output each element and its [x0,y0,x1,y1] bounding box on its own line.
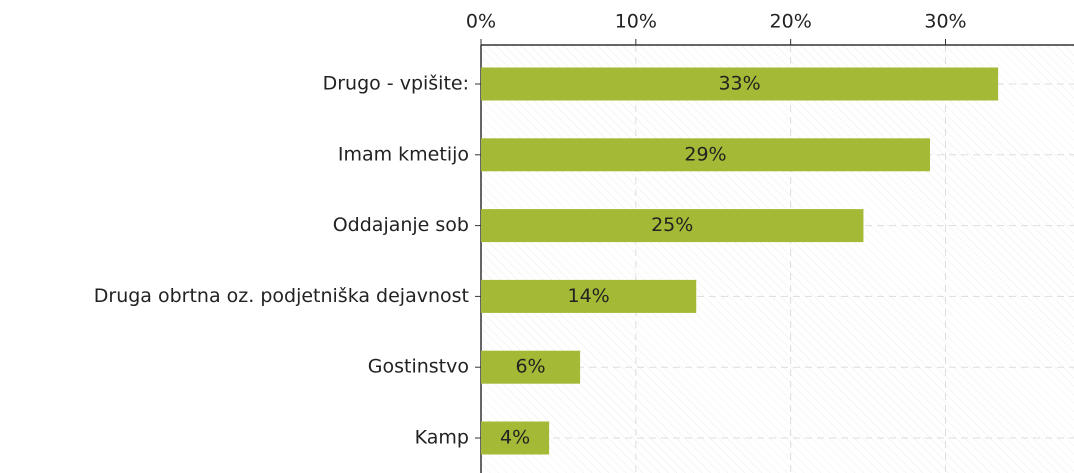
y-tick-label: Drugo - vpišite: [323,73,469,95]
x-tick-label: 10% [615,11,657,33]
x-tick-label: 30% [924,11,966,33]
plot-background [481,45,1074,473]
bar [481,350,581,384]
y-tick-label: Druga obrtna oz. podjetniška dejavnost [94,285,469,307]
y-tick-label: Kamp [415,427,469,449]
bar [481,421,550,455]
bar [481,67,999,101]
y-tick-label: Gostinstvo [368,356,469,378]
x-tick-label: 0% [466,11,496,33]
value-label: 25% [651,214,693,236]
value-label: 29% [684,143,726,165]
value-label: 4% [500,427,530,449]
y-tick-label: Imam kmetijo [338,143,469,165]
value-label: 6% [515,356,545,378]
bar [481,209,864,243]
x-tick-label: 20% [770,11,812,33]
bar [481,138,931,172]
y-tick-label: Oddajanje sob [333,214,469,236]
value-label: 14% [567,285,609,307]
value-label: 33% [718,73,760,95]
bar [481,279,697,313]
